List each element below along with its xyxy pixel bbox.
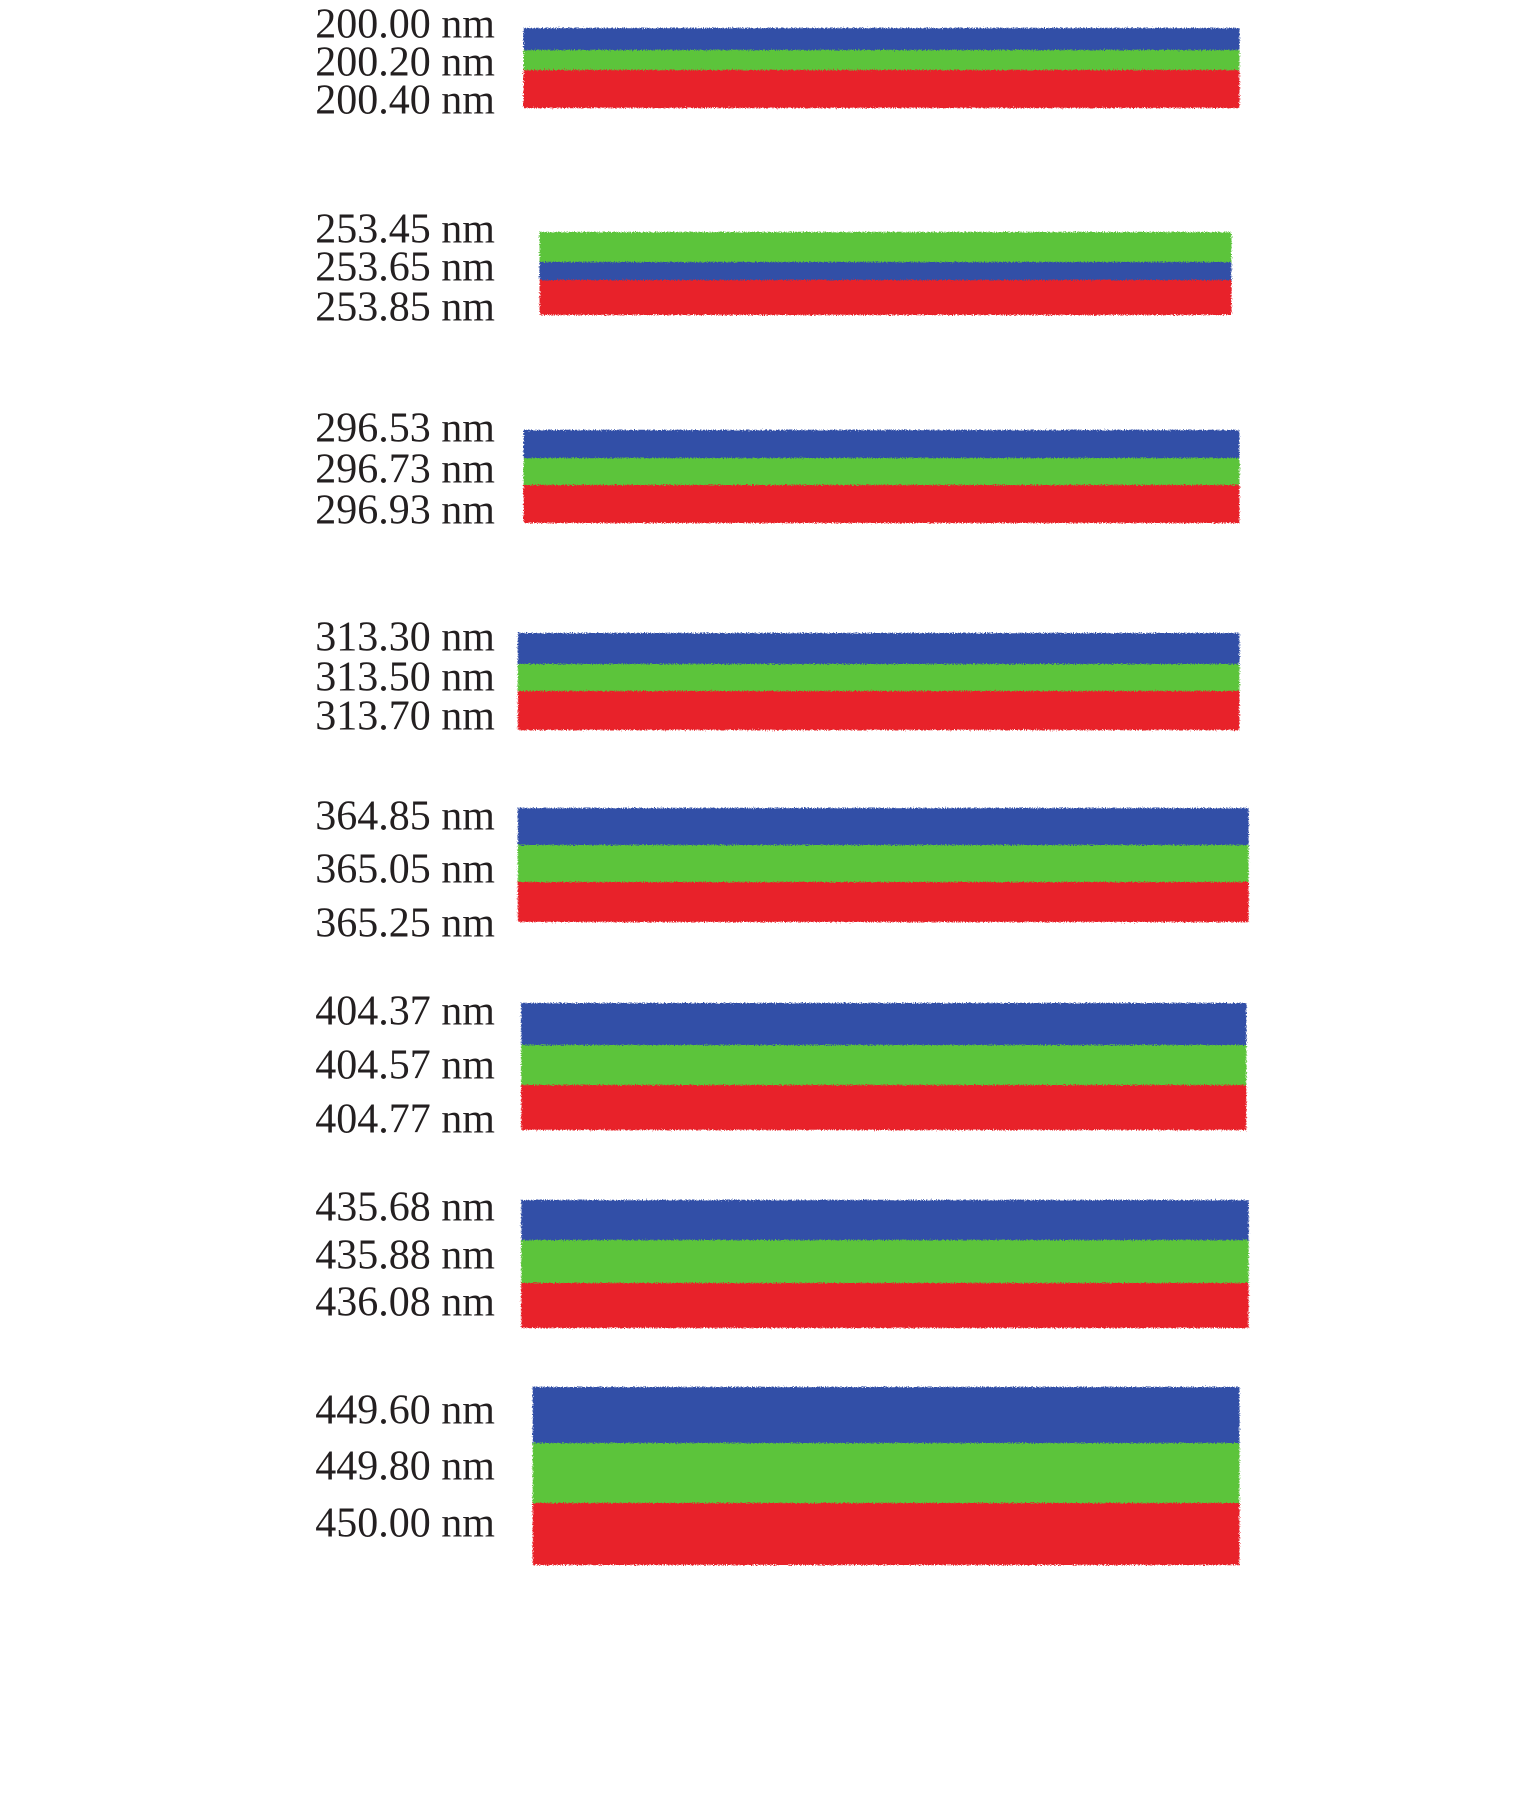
wavelength-label: 450.00 nm [315,1501,495,1547]
wavelength-label: 364.85 nm [315,794,495,840]
color-band [521,1003,1247,1046]
color-band [521,1045,1247,1086]
wavelength-label: 296.53 nm [315,406,495,452]
wavelength-label: 435.88 nm [315,1233,495,1279]
wavelength-label: 313.70 nm [315,694,495,740]
wavelength-label: 404.77 nm [315,1097,495,1143]
color-band [521,1240,1249,1284]
wavelength-label: 365.05 nm [315,847,495,893]
color-band [523,485,1240,523]
wavelength-label: 296.73 nm [315,447,495,493]
color-band [517,633,1240,665]
wavelength-label: 200.20 nm [315,40,495,86]
color-band [517,691,1240,730]
color-band [517,882,1249,922]
wavelength-label: 435.68 nm [315,1185,495,1231]
color-band [517,845,1249,883]
color-band [521,1200,1249,1241]
color-band [539,262,1232,281]
wavelength-label: 253.85 nm [315,285,495,331]
color-band [539,232,1232,263]
color-band [517,664,1240,692]
color-band [523,430,1240,459]
color-band [523,50,1240,71]
wavelength-label: 449.60 nm [315,1388,495,1434]
color-band [532,1503,1240,1565]
wavelength-label: 313.50 nm [315,655,495,701]
color-band [523,458,1240,486]
wavelength-label: 365.25 nm [315,901,495,947]
color-band [539,280,1232,315]
color-band [532,1387,1240,1444]
color-band [517,808,1249,846]
color-band [532,1443,1240,1504]
color-band [521,1283,1249,1328]
wavelength-label: 404.37 nm [315,989,495,1035]
color-band [523,28,1240,51]
wavelength-label: 436.08 nm [315,1280,495,1326]
wavelength-label: 200.40 nm [315,78,495,124]
color-band [523,70,1240,108]
wavelength-label: 404.57 nm [315,1043,495,1089]
color-band [521,1085,1247,1130]
wavelength-label: 296.93 nm [315,488,495,534]
wavelength-label: 253.65 nm [315,245,495,291]
wavelength-label: 200.00 nm [315,2,495,48]
wavelength-label: 449.80 nm [315,1444,495,1490]
wavelength-label: 313.30 nm [315,615,495,661]
wavelength-label: 253.45 nm [315,207,495,253]
